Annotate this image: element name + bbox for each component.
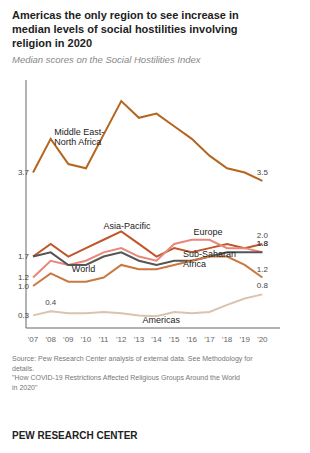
svg-text:1.2: 1.2 [18, 273, 30, 282]
svg-text:'15: '15 [169, 335, 180, 344]
svg-text:0.4: 0.4 [45, 298, 57, 307]
svg-text:Europe: Europe [194, 227, 223, 237]
svg-text:Africa: Africa [183, 259, 206, 269]
svg-text:1.7: 1.7 [18, 252, 30, 261]
html-text:Source: Pew Research Center an: Source: Pew Research Center analysis of … [12, 355, 253, 391]
svg-text:Asia-Pacific: Asia-Pacific [104, 221, 152, 231]
svg-text:'17: '17 [204, 335, 215, 344]
svg-text:'07: '07 [28, 335, 39, 344]
svg-text:2.0: 2.0 [256, 230, 268, 240]
html-text:Median scores on the Social Ho: Median scores on the Social Hostilities … [12, 54, 201, 65]
svg-text:3.5: 3.5 [257, 168, 269, 177]
html-text:Americas the only region to se: Americas the only region to see increase… [12, 9, 239, 49]
svg-text:Americas: Americas [142, 315, 180, 325]
svg-text:'19: '19 [240, 335, 251, 344]
svg-text:1.8: 1.8 [257, 239, 269, 248]
svg-text:'09: '09 [63, 335, 74, 344]
svg-text:'13: '13 [134, 335, 145, 344]
svg-text:3.7: 3.7 [18, 168, 30, 177]
svg-text:1.8: 1.8 [257, 239, 269, 248]
svg-text:'20: '20 [257, 335, 268, 344]
svg-text:'14: '14 [151, 335, 162, 344]
html-text:PEW RESEARCH CENTER: PEW RESEARCH CENTER [12, 430, 138, 441]
svg-text:Sub-Saharan: Sub-Saharan [183, 249, 236, 259]
svg-text:North Africa: North Africa [54, 137, 101, 147]
svg-text:World: World [72, 264, 95, 274]
svg-text:'18: '18 [222, 335, 233, 344]
svg-text:'10: '10 [81, 335, 92, 344]
svg-text:'11: '11 [99, 335, 109, 344]
svg-text:'16: '16 [187, 335, 198, 344]
svg-text:Middle East-: Middle East- [54, 127, 104, 137]
svg-text:'08: '08 [45, 335, 56, 344]
svg-text:1.0: 1.0 [18, 282, 30, 291]
svg-text:1.2: 1.2 [257, 265, 269, 274]
svg-text:'12: '12 [116, 335, 127, 344]
svg-text:0.3: 0.3 [18, 311, 30, 320]
svg-text:0.8: 0.8 [257, 281, 269, 290]
